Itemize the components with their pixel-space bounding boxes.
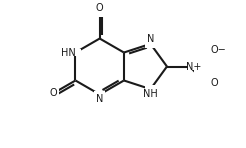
Text: O: O [210, 78, 218, 88]
Text: O: O [96, 3, 104, 13]
Text: N: N [147, 34, 154, 44]
Bar [145, 85, 156, 93]
Bar [94, 9, 105, 17]
Text: HN: HN [61, 48, 76, 58]
Bar [205, 79, 216, 87]
Bar [145, 40, 156, 48]
Text: NH: NH [143, 89, 158, 99]
Text: N+: N+ [186, 62, 201, 71]
Bar [70, 49, 81, 56]
Text: O−: O− [210, 45, 226, 55]
Bar [188, 63, 199, 70]
Bar [48, 89, 59, 97]
Text: O: O [50, 88, 58, 98]
Bar [205, 46, 216, 54]
Bar [94, 91, 105, 98]
Text: N: N [96, 94, 103, 104]
